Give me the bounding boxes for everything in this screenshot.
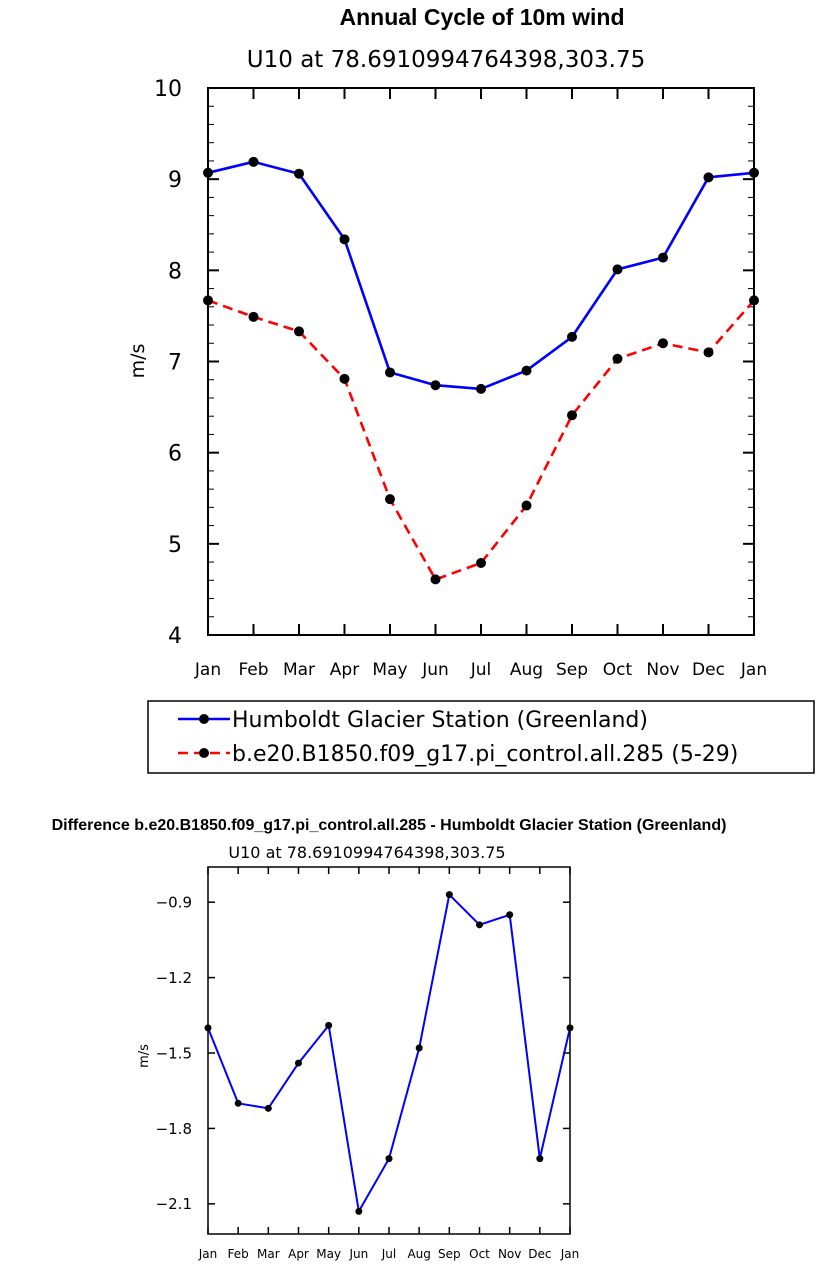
series-line-1 xyxy=(207,160,755,391)
data-point xyxy=(445,891,453,899)
series-line-1 xyxy=(207,893,571,1213)
x-tick-label: Jun xyxy=(421,660,449,680)
chart2-title: Difference b.e20.B1850.f09_g17.pi_contro… xyxy=(52,817,727,834)
y-tick-label: 6 xyxy=(168,442,182,467)
x-tick-label: Oct xyxy=(603,660,633,680)
x-tick-label: Jan xyxy=(194,660,221,680)
data-point xyxy=(385,367,395,378)
data-point xyxy=(521,365,532,376)
legend-marker xyxy=(199,714,209,724)
data-point xyxy=(294,326,304,337)
data-point xyxy=(658,252,668,263)
legend-label-2: b.e20.B1850.f09_g17.pi_control.all.285 (… xyxy=(232,742,738,767)
x-tick-label: Jan xyxy=(560,1247,580,1261)
legend-marker xyxy=(199,748,209,758)
chart2-y-axis-label: m/s xyxy=(137,1044,152,1068)
y-tick-label: 10 xyxy=(154,77,182,102)
x-tick-label: Sep xyxy=(556,660,588,680)
x-tick-label: May xyxy=(316,1247,341,1261)
data-point xyxy=(612,264,623,275)
chart2-tick-labels: −2.1 −1.8 −1.5 −1.2 −0.9 Jan Feb Mar Apr May Jun Ju… xyxy=(156,894,580,1261)
data-point xyxy=(339,234,350,245)
data-point xyxy=(703,172,714,183)
x-tick-label: Feb xyxy=(238,660,268,680)
data-point xyxy=(294,168,304,179)
data-point xyxy=(521,500,532,511)
chart1-series xyxy=(203,156,759,585)
x-tick-label: Jun xyxy=(348,1247,368,1261)
chart1-legend: Humboldt Glacier Station (Greenland) b.e2… xyxy=(147,700,815,774)
chart2-major-ticks xyxy=(207,867,571,1234)
data-point xyxy=(325,1021,333,1029)
data-point xyxy=(248,156,259,167)
chart1-y-axis-label: m/s xyxy=(127,344,149,379)
data-point xyxy=(430,380,441,391)
data-point xyxy=(430,574,441,585)
data-point xyxy=(339,373,350,384)
data-point xyxy=(703,347,714,358)
data-point xyxy=(476,921,483,929)
x-tick-label: Jan xyxy=(740,660,767,680)
data-point xyxy=(476,557,486,568)
y-tick-label: −1.5 xyxy=(156,1044,192,1062)
data-point xyxy=(476,383,486,394)
legend-box xyxy=(147,700,815,774)
data-point xyxy=(234,1099,242,1107)
x-tick-label: Jul xyxy=(381,1247,396,1261)
data-point xyxy=(248,311,259,322)
y-tick-label: −0.9 xyxy=(156,894,192,912)
x-tick-label: Dec xyxy=(528,1247,551,1261)
y-tick-label: 5 xyxy=(168,533,182,558)
x-tick-label: Sep xyxy=(438,1247,461,1261)
x-tick-label: Aug xyxy=(510,660,543,680)
data-point xyxy=(385,1155,393,1163)
wind-difference-chart: Difference b.e20.B1850.f09_g17.pi_contro… xyxy=(52,817,727,1261)
x-tick-label: Aug xyxy=(407,1247,430,1261)
data-point xyxy=(658,338,668,349)
data-point xyxy=(506,911,514,919)
chart2-plot-frame xyxy=(207,866,571,1235)
y-tick-label: −2.1 xyxy=(156,1195,192,1213)
y-tick-label: −1.2 xyxy=(156,969,192,987)
chart1-plot-frame xyxy=(207,87,755,636)
chart2-series xyxy=(204,891,574,1215)
x-tick-label: Jan xyxy=(198,1247,218,1261)
data-point xyxy=(612,353,623,364)
y-tick-label: −1.8 xyxy=(156,1120,192,1138)
x-tick-label: Apr xyxy=(330,660,359,680)
y-tick-label: 9 xyxy=(168,168,182,193)
legend-label-1: Humboldt Glacier Station (Greenland) xyxy=(232,708,648,733)
data-point xyxy=(536,1155,544,1163)
x-tick-label: Mar xyxy=(257,1247,280,1261)
data-point xyxy=(355,1207,363,1215)
data-point xyxy=(415,1044,423,1052)
y-tick-label: 4 xyxy=(168,624,182,649)
x-tick-label: Dec xyxy=(692,660,725,680)
chart1-title: Annual Cycle of 10m wind xyxy=(340,4,625,30)
wind-annual-cycle-chart: Annual Cycle of 10m wind U10 at 78.69109… xyxy=(127,4,815,774)
x-tick-label: Nov xyxy=(498,1247,521,1261)
y-tick-label: 7 xyxy=(168,350,182,375)
x-tick-label: May xyxy=(372,660,407,680)
chart1-subtitle: U10 at 78.6910994764398,303.75 xyxy=(247,47,645,73)
x-tick-label: Apr xyxy=(288,1247,309,1261)
data-point xyxy=(567,331,577,342)
data-point xyxy=(567,410,577,421)
data-point xyxy=(295,1059,302,1067)
x-tick-label: Oct xyxy=(469,1247,490,1261)
x-tick-label: Nov xyxy=(646,660,679,680)
series-line-2 xyxy=(207,299,755,581)
chart1-tick-labels: 4 5 6 7 8 9 10 Jan Feb Mar Apr May Jun Jul Aug Sep Oct No… xyxy=(154,77,767,680)
y-tick-label: 8 xyxy=(168,259,182,284)
data-point xyxy=(385,494,395,505)
x-tick-label: Feb xyxy=(228,1247,249,1261)
x-tick-label: Mar xyxy=(283,660,315,680)
legend-items: Humboldt Glacier Station (Greenland) b.e2… xyxy=(178,708,738,767)
chart2-subtitle: U10 at 78.6910994764398,303.75 xyxy=(228,843,505,862)
data-point xyxy=(264,1104,272,1112)
x-tick-label: Jul xyxy=(470,660,492,680)
